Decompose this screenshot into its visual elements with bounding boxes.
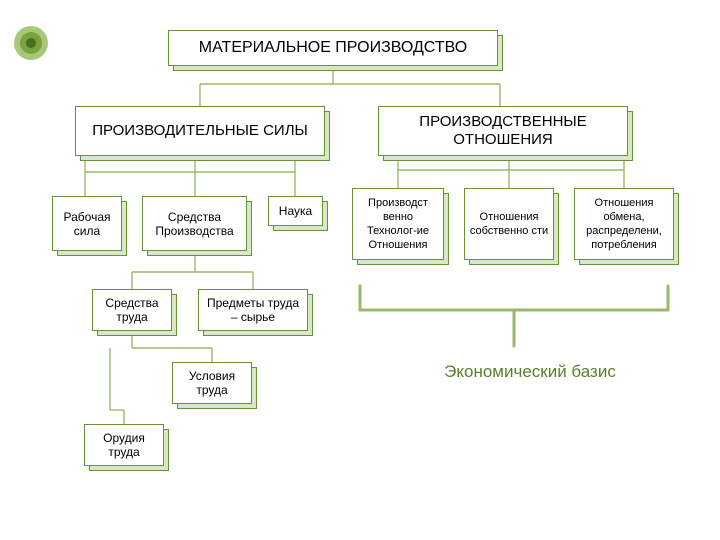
economic-basis-label: Экономический базис bbox=[400, 362, 660, 382]
node-rels: ПРОИЗВОДСТВЕННЫЕ ОТНОШЕНИЯ bbox=[378, 106, 628, 156]
node-forces: ПРОИЗВОДИТЕЛЬНЫЕ СИЛЫ bbox=[75, 106, 325, 156]
node-subj: Предметы труда – сырье bbox=[198, 289, 308, 331]
node-rel2: Отношения собственно сти bbox=[464, 188, 554, 260]
node-cond: Условия труда bbox=[172, 362, 252, 404]
node-sci: Наука bbox=[268, 196, 323, 226]
node-rel1: Производст венно Технолог-ие Отношения bbox=[352, 188, 444, 260]
bullet-inner bbox=[26, 38, 36, 48]
node-root: МАТЕРИАЛЬНОЕ ПРОИЗВОДСТВО bbox=[168, 30, 498, 66]
node-instr: Орудия труда bbox=[84, 424, 164, 466]
node-means: Средства Производства bbox=[142, 196, 247, 251]
node-rel3: Отношения обмена, распределени, потребле… bbox=[574, 188, 674, 260]
diagram-stage: МАТЕРИАЛЬНОЕ ПРОИЗВОДСТВО ПРОИЗВОДИТЕЛЬНЫ… bbox=[0, 0, 720, 540]
node-tools: Средства труда bbox=[92, 289, 172, 331]
node-work: Рабочая сила bbox=[52, 196, 122, 251]
